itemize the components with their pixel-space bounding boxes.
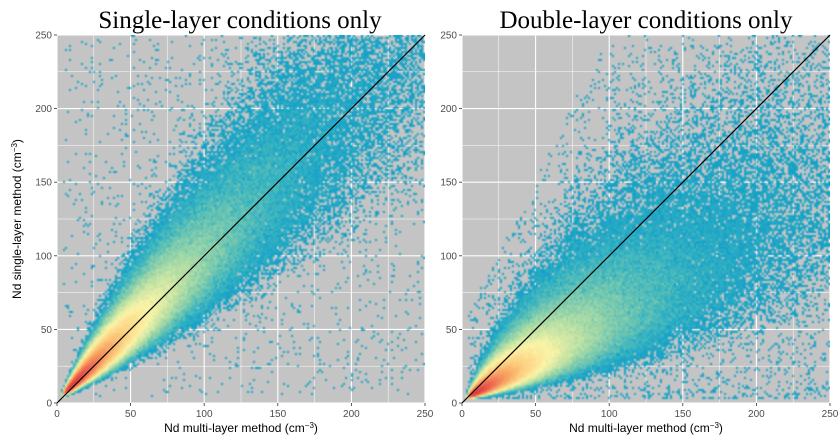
y-tick-label: 0	[451, 399, 457, 410]
x-tick-label: 0	[54, 409, 60, 420]
x-tick-label: 50	[125, 409, 137, 420]
y-tick-label: 50	[41, 325, 53, 336]
x-tick-label: 50	[530, 409, 542, 420]
x-tick-label: 250	[417, 409, 434, 420]
x-tick-label: 0	[459, 409, 465, 420]
x-axis-title: Nd multi-layer method (cm−3)	[569, 421, 723, 436]
x-tick-label: 100	[196, 409, 213, 420]
panel-single-layer: Single-layer conditions only 0 50 100 150 20…	[10, 7, 434, 435]
panel-title: Double-layer conditions only	[500, 7, 793, 34]
one-to-one-line	[461, 34, 831, 404]
y-tick-label: 0	[46, 399, 52, 410]
y-tick-label: 250	[35, 31, 52, 42]
x-tick-label: 200	[343, 409, 360, 420]
y-tick-label: 100	[35, 251, 52, 262]
one-to-one-line	[56, 34, 426, 404]
y-axis-title: Nd single-layer method (cm−3)	[10, 139, 25, 299]
panel-title: Single-layer conditions only	[98, 7, 382, 34]
y-tick-label: 200	[440, 104, 457, 115]
panel-double-layer: Double-layer conditions only 0 50 100 150 20…	[440, 7, 838, 435]
x-tick-label: 100	[601, 409, 618, 420]
x-tick-label: 250	[822, 409, 838, 420]
y-tick-label: 250	[440, 31, 457, 42]
x-axis-title: Nd multi-layer method (cm−3)	[164, 421, 318, 436]
x-tick-label: 150	[269, 409, 286, 420]
y-tick-label: 100	[440, 251, 457, 262]
y-tick-label: 150	[440, 178, 457, 189]
y-tick-label: 200	[35, 104, 52, 115]
x-tick-label: 200	[748, 409, 765, 420]
y-tick-label: 150	[35, 178, 52, 189]
axis-ticks: 0 50 100 150 200 250 0 50 100 150 200 250	[440, 31, 838, 421]
y-tick-label: 50	[446, 325, 458, 336]
x-tick-label: 150	[674, 409, 691, 420]
axis-ticks: 0 50 100 150 200 250 0 50 100 150 200 250	[35, 31, 433, 421]
